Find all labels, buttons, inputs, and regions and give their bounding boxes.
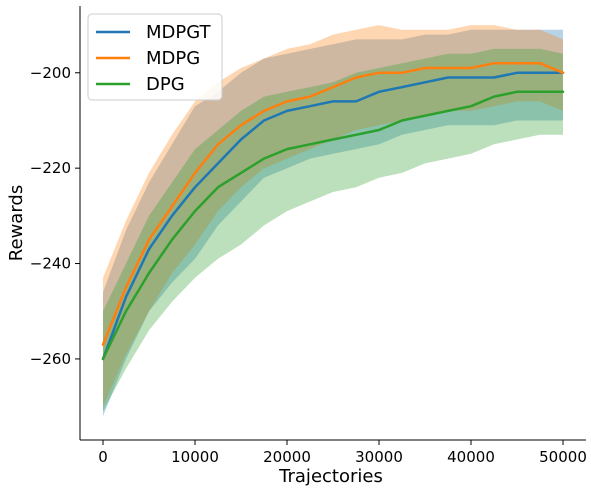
x-ticks: 0 10000 20000 30000 40000 50000 [98,440,587,466]
x-tick-label: 10000 [171,448,219,466]
y-tick-label: −200 [30,64,71,82]
line-mdpgt [101,71,565,361]
line-dpg [101,90,565,361]
x-tick-label: 30000 [355,448,403,466]
legend: MDPGT MDPG DPG [87,13,223,101]
y-tick-label: −220 [30,159,71,177]
legend-frame [87,13,223,101]
y-axis-title: Rewards [6,185,27,261]
x-tick-label: 0 [98,448,108,466]
y-tick-label: −260 [30,350,71,368]
mean-lines [101,61,565,361]
x-tick-label: 20000 [263,448,311,466]
x-tick-label: 50000 [539,448,587,466]
legend-label-dpg: DPG [146,74,185,95]
line-mdpg [101,61,565,346]
x-tick-label: 40000 [447,448,495,466]
band-mdpgt [103,29,563,417]
legend-label-mdpg: MDPG [146,48,200,69]
band-mdpg [103,25,563,407]
band-dpg [103,48,563,412]
legend-label-mdpgt: MDPGT [146,22,212,43]
axes [79,6,586,441]
confidence-bands [103,25,563,417]
y-ticks: −260 −240 −220 −200 [30,64,80,368]
x-axis-title: Trajectories [278,466,383,487]
y-tick-label: −240 [30,255,71,273]
